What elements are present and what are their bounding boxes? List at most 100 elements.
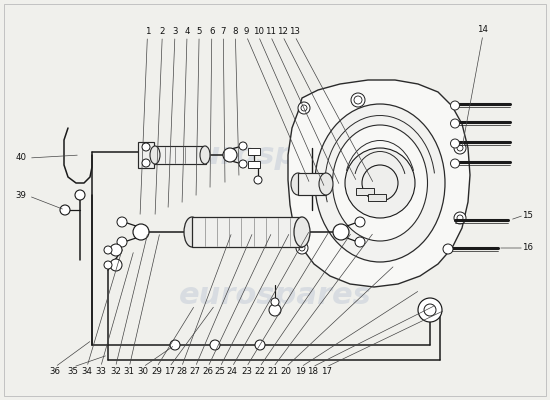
Circle shape xyxy=(355,217,365,227)
Circle shape xyxy=(104,246,112,254)
Text: 22: 22 xyxy=(254,368,265,376)
Text: 6: 6 xyxy=(209,27,214,36)
Text: 17: 17 xyxy=(164,368,175,376)
Text: 17: 17 xyxy=(321,368,332,376)
Text: 29: 29 xyxy=(151,368,162,376)
Circle shape xyxy=(75,190,85,200)
Circle shape xyxy=(355,237,365,247)
Circle shape xyxy=(142,159,150,167)
Text: eurospares: eurospares xyxy=(179,140,371,170)
Text: 3: 3 xyxy=(172,27,178,36)
Text: 19: 19 xyxy=(295,368,306,376)
Text: 26: 26 xyxy=(202,368,213,376)
Text: 18: 18 xyxy=(307,368,318,376)
Text: 33: 33 xyxy=(95,368,106,376)
Text: 24: 24 xyxy=(227,368,238,376)
Circle shape xyxy=(354,96,362,104)
Ellipse shape xyxy=(450,119,459,128)
Circle shape xyxy=(345,148,415,218)
Text: 35: 35 xyxy=(68,368,79,376)
Text: 5: 5 xyxy=(196,27,202,36)
Circle shape xyxy=(418,298,442,322)
Text: 39: 39 xyxy=(15,192,26,200)
Circle shape xyxy=(443,244,453,254)
Circle shape xyxy=(298,102,310,114)
Text: 2: 2 xyxy=(160,27,165,36)
Circle shape xyxy=(117,217,127,227)
Text: 15: 15 xyxy=(522,211,534,220)
Circle shape xyxy=(424,304,436,316)
Bar xyxy=(368,194,386,201)
Text: 27: 27 xyxy=(190,368,201,376)
Circle shape xyxy=(110,259,122,271)
Circle shape xyxy=(117,237,127,247)
Bar xyxy=(192,217,302,247)
Text: 21: 21 xyxy=(268,368,279,376)
Circle shape xyxy=(296,242,308,254)
Circle shape xyxy=(60,205,70,215)
Ellipse shape xyxy=(333,125,427,241)
Text: 36: 36 xyxy=(50,368,60,376)
Text: 23: 23 xyxy=(241,368,252,376)
Ellipse shape xyxy=(150,146,160,164)
Circle shape xyxy=(223,148,237,162)
Text: 40: 40 xyxy=(15,154,26,162)
Text: 34: 34 xyxy=(81,368,92,376)
Text: 1: 1 xyxy=(145,27,150,36)
Circle shape xyxy=(239,142,247,150)
Circle shape xyxy=(333,224,349,240)
Text: 9: 9 xyxy=(244,27,249,36)
Circle shape xyxy=(142,143,150,151)
Text: 28: 28 xyxy=(176,368,187,376)
Text: 4: 4 xyxy=(184,27,190,36)
Text: 14: 14 xyxy=(477,26,488,34)
Ellipse shape xyxy=(184,217,200,247)
Ellipse shape xyxy=(450,101,459,110)
Circle shape xyxy=(255,340,265,350)
Bar xyxy=(248,148,260,155)
Text: 20: 20 xyxy=(280,368,292,376)
Text: 8: 8 xyxy=(233,27,238,36)
Circle shape xyxy=(254,176,262,184)
Text: 32: 32 xyxy=(110,368,121,376)
Text: 25: 25 xyxy=(214,368,225,376)
Circle shape xyxy=(351,93,365,107)
Circle shape xyxy=(299,245,305,251)
Circle shape xyxy=(110,244,122,256)
Text: 16: 16 xyxy=(522,244,534,252)
Bar xyxy=(248,161,260,168)
Circle shape xyxy=(269,304,281,316)
Polygon shape xyxy=(288,80,470,287)
Ellipse shape xyxy=(315,104,445,262)
Circle shape xyxy=(170,340,180,350)
Text: eurospares: eurospares xyxy=(179,280,371,310)
Text: 7: 7 xyxy=(221,27,226,36)
Circle shape xyxy=(301,105,307,111)
Text: 30: 30 xyxy=(138,368,148,376)
Ellipse shape xyxy=(200,146,210,164)
Text: 12: 12 xyxy=(277,27,288,36)
Circle shape xyxy=(271,298,279,306)
Bar xyxy=(154,146,206,164)
Ellipse shape xyxy=(294,217,310,247)
Text: 31: 31 xyxy=(124,368,135,376)
Circle shape xyxy=(454,212,466,224)
Circle shape xyxy=(210,340,220,350)
Ellipse shape xyxy=(291,173,305,195)
Circle shape xyxy=(239,160,247,168)
Bar xyxy=(298,173,326,195)
Ellipse shape xyxy=(319,173,333,195)
Ellipse shape xyxy=(450,139,459,148)
Bar xyxy=(138,142,154,168)
Circle shape xyxy=(133,224,149,240)
Circle shape xyxy=(362,165,398,201)
Text: 13: 13 xyxy=(289,27,300,36)
Circle shape xyxy=(457,145,463,151)
Text: 11: 11 xyxy=(265,27,276,36)
Circle shape xyxy=(457,215,463,221)
Circle shape xyxy=(454,142,466,154)
Ellipse shape xyxy=(450,159,459,168)
Bar xyxy=(356,188,374,195)
Text: 10: 10 xyxy=(253,27,264,36)
Circle shape xyxy=(104,261,112,269)
